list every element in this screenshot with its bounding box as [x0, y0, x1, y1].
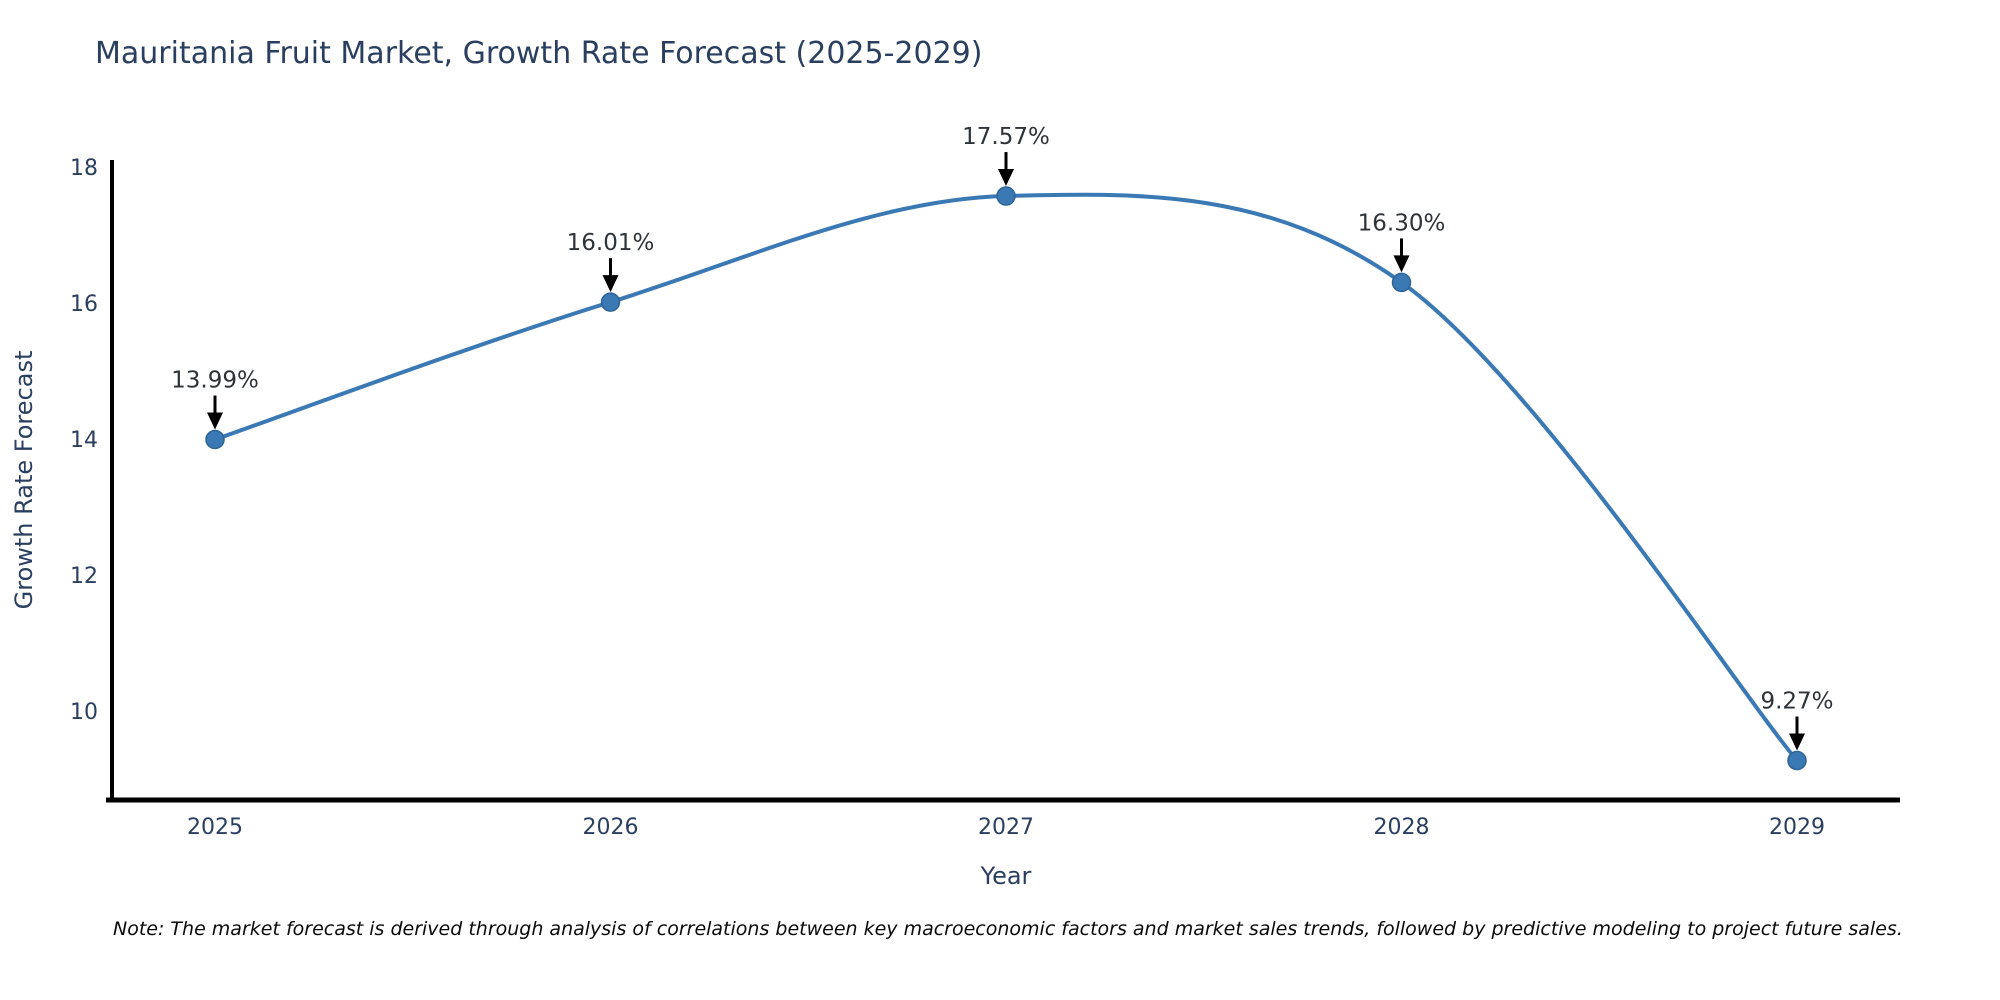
annotation-arrowhead [998, 169, 1014, 187]
x-tick-label: 2027 [978, 815, 1034, 840]
data-point [205, 429, 225, 450]
y-axis-title: Growth Rate Forecast [10, 351, 38, 610]
y-tick-label: 18 [70, 156, 98, 181]
annotation-arrowhead [1393, 255, 1410, 273]
y-tick-label: 12 [70, 564, 98, 589]
y-tick-label: 10 [70, 700, 98, 725]
data-point [996, 186, 1016, 206]
data-point-label: 9.27% [1760, 689, 1833, 715]
data-point [600, 292, 621, 312]
x-axis-title: Year [980, 862, 1032, 890]
annotation-arrowhead [1789, 733, 1805, 751]
chart-title: Mauritania Fruit Market, Growth Rate For… [95, 36, 983, 71]
x-tick-label: 2026 [583, 815, 639, 840]
x-tick-label: 2028 [1374, 815, 1430, 840]
annotation-arrowhead [602, 275, 619, 293]
data-point-label: 16.30% [1358, 210, 1446, 236]
annotation-arrowhead [207, 412, 223, 430]
data-point-label: 13.99% [171, 368, 259, 394]
data-point [1787, 750, 1807, 771]
y-tick-label: 16 [70, 292, 98, 317]
x-tick-label: 2029 [1769, 815, 1825, 840]
data-point-label: 17.57% [962, 124, 1050, 150]
y-tick-label: 14 [70, 428, 98, 453]
data-point [1391, 272, 1412, 293]
forecast-line [213, 192, 1799, 763]
data-point-label: 16.01% [567, 230, 655, 256]
footnote: Note: The market forecast is derived thr… [113, 918, 1903, 940]
x-tick-label: 2025 [187, 815, 243, 840]
